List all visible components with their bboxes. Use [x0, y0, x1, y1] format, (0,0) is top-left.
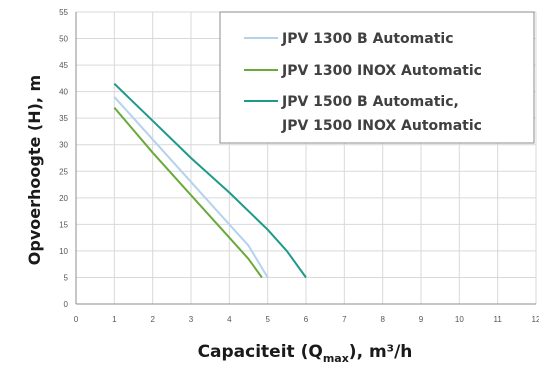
- y-tick-label: 0: [64, 300, 69, 309]
- y-tick-label: 50: [59, 35, 68, 44]
- x-tick-label: 5: [265, 315, 270, 324]
- legend: JPV 1300 B Automatic JPV 1300 INOX Automa…: [219, 11, 535, 144]
- y-tick-label: 20: [59, 194, 68, 203]
- x-tick-label: 4: [227, 315, 232, 324]
- x-tick-label: 1: [112, 315, 117, 324]
- x-axis-title-sub: max: [323, 352, 349, 365]
- y-tick-label: 5: [64, 273, 69, 282]
- legend-label-1: JPV 1300 B Automatic: [281, 31, 454, 47]
- y-tick-label: 40: [59, 88, 68, 97]
- x-tick-label: 12: [532, 315, 539, 324]
- series-line-1: [113, 96, 269, 279]
- x-axis-title: Capaciteit (Qmax), m³/h: [198, 342, 413, 365]
- x-tick-label: 3: [189, 315, 194, 324]
- series-line-3: [113, 82, 307, 279]
- y-tick-label: 30: [59, 141, 68, 150]
- x-axis-title-main: Capaciteit (Q: [198, 342, 323, 362]
- y-tick-label: 15: [59, 220, 68, 229]
- x-tick-label: 7: [342, 315, 347, 324]
- x-tick-label: 8: [380, 315, 385, 324]
- x-tick-label: 6: [304, 315, 309, 324]
- axes: [75, 12, 536, 305]
- y-tick-label: 55: [59, 8, 68, 17]
- y-tick-label: 25: [59, 167, 68, 176]
- x-tick-label: 11: [494, 315, 503, 324]
- series-line-2: [113, 106, 263, 279]
- x-tick-label: 0: [74, 315, 79, 324]
- legend-label-2: JPV 1300 INOX Automatic: [281, 63, 482, 79]
- y-tick-label: 10: [59, 247, 68, 256]
- y-axis-title: Opvoerhoogte (H), m: [25, 75, 44, 265]
- x-tick-label: 2: [150, 315, 155, 324]
- x-tick-label: 9: [419, 315, 424, 324]
- legend-label-3: JPV 1500 B Automatic,: [281, 94, 459, 110]
- y-tick-label: 35: [59, 114, 68, 123]
- x-tick-label: 10: [455, 315, 464, 324]
- legend-box: [219, 11, 535, 144]
- x-axis-title-tail: ), m³/h: [349, 342, 413, 362]
- y-tick-label: 45: [59, 61, 68, 70]
- legend-label-3: JPV 1500 INOX Automatic: [281, 118, 482, 134]
- series-lines: [113, 82, 307, 279]
